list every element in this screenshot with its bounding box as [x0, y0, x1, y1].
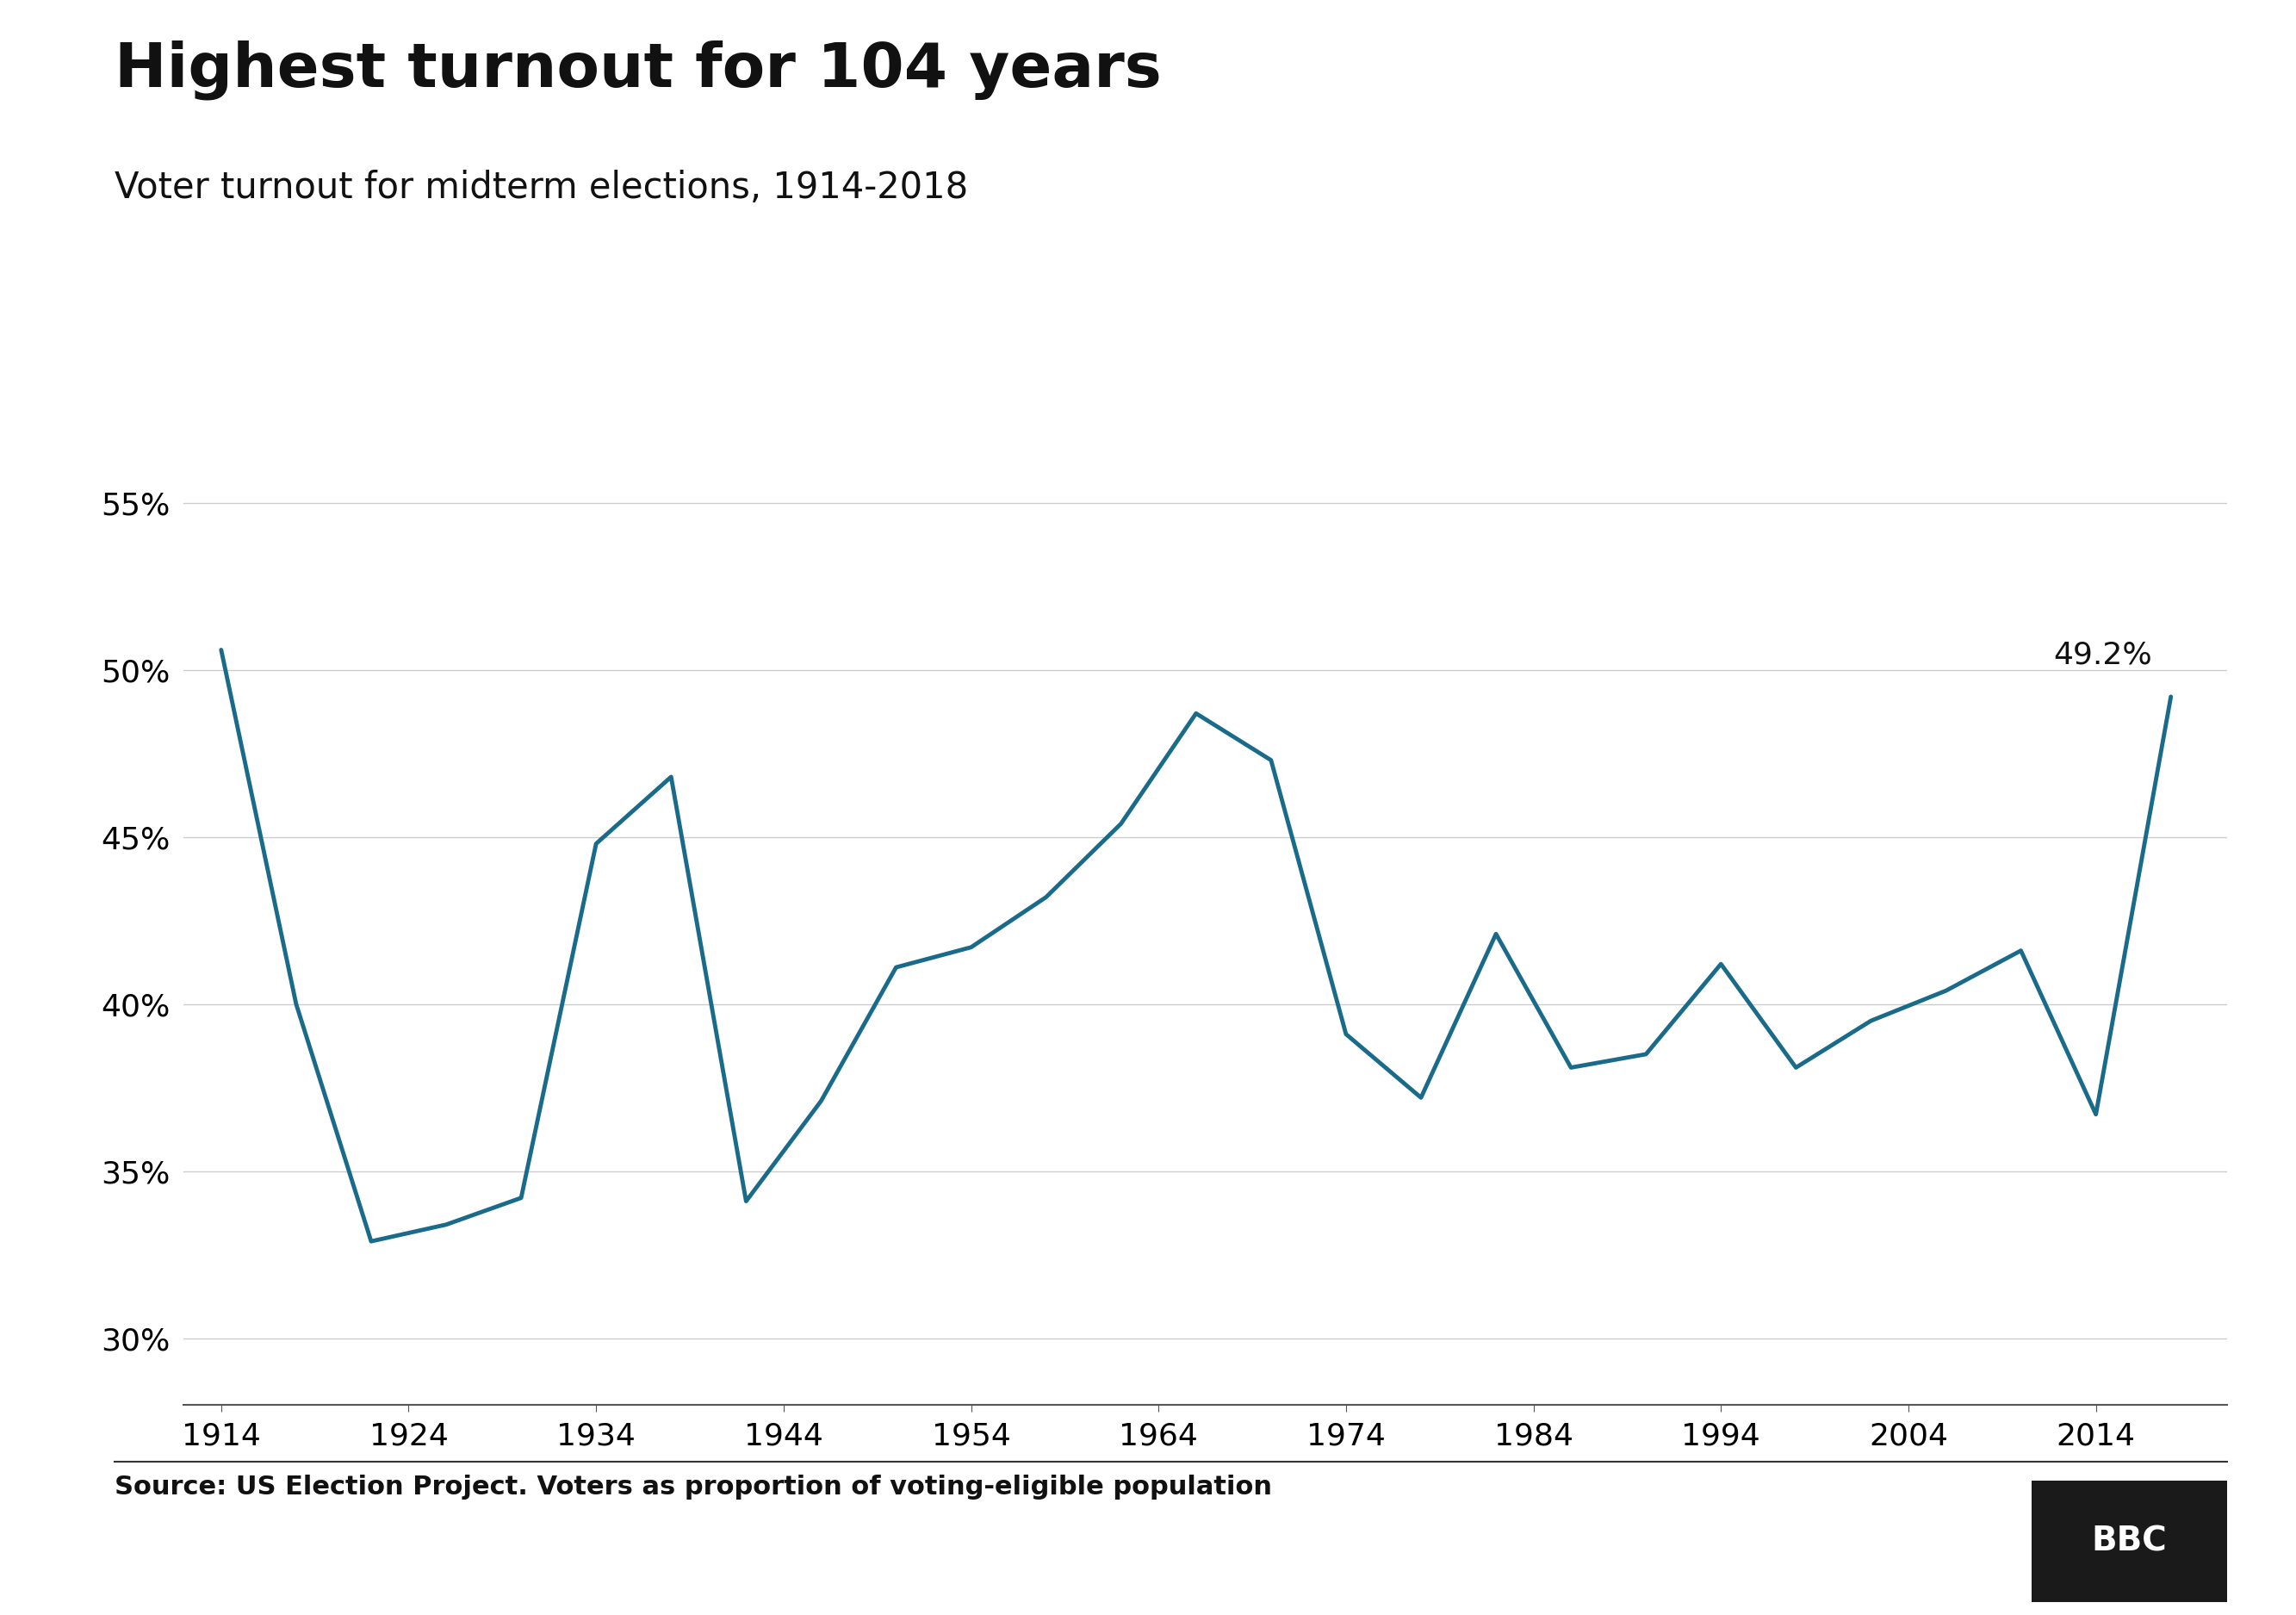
Text: Voter turnout for midterm elections, 1914-2018: Voter turnout for midterm elections, 191…: [115, 170, 969, 205]
Text: BBC: BBC: [2092, 1525, 2167, 1558]
Text: 49.2%: 49.2%: [2053, 641, 2151, 670]
Text: Source: US Election Project. Voters as proportion of voting-eligible population: Source: US Election Project. Voters as p…: [115, 1474, 1272, 1499]
Text: Highest turnout for 104 years: Highest turnout for 104 years: [115, 40, 1162, 100]
